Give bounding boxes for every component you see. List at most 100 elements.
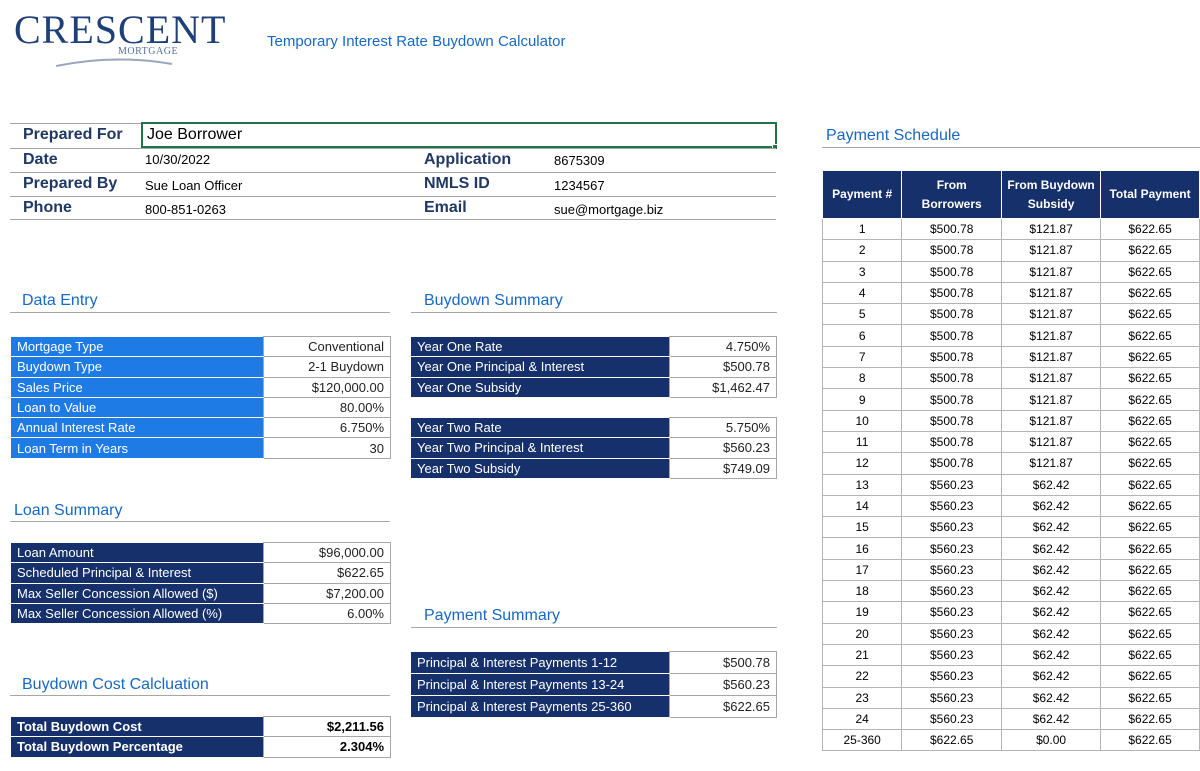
table-cell: $560.23 bbox=[901, 473, 1003, 496]
buydown-type-input[interactable]: 2-1 Buydown bbox=[262, 356, 391, 378]
table-row: Sales Price $120,000.00 bbox=[11, 376, 391, 398]
payment-summary-table: Principal & Interest Payments 1-12 $500.7… bbox=[411, 651, 777, 718]
buydown-cost-label: Total Buydown Percentage bbox=[11, 736, 263, 758]
table-cell: $622.65 bbox=[1100, 665, 1200, 688]
column-header: Payment # bbox=[821, 170, 903, 219]
table-cell: 19 bbox=[821, 601, 903, 624]
email-value[interactable]: sue@mortgage.biz bbox=[554, 202, 664, 217]
logo-wordmark: CRESCENT bbox=[14, 7, 227, 52]
table-row: 18 $560.23 $62.42 $622.65 bbox=[821, 580, 1200, 603]
table-row: 24 $560.23 $62.42 $622.65 bbox=[821, 707, 1200, 731]
table-cell: 25-360 bbox=[821, 729, 903, 752]
table-row: Max Seller Concession Allowed ($) $7,200.… bbox=[11, 582, 391, 604]
table-cell: $622.65 bbox=[1100, 239, 1200, 262]
table-cell: 7 bbox=[821, 345, 903, 369]
nmls-value[interactable]: 1234567 bbox=[554, 178, 605, 193]
table-cell: 4 bbox=[821, 281, 903, 305]
table-cell: $622.65 bbox=[1100, 388, 1200, 411]
section-rule bbox=[10, 521, 390, 522]
payment-schedule-title: Payment Schedule bbox=[826, 127, 961, 144]
logo-swoosh-icon bbox=[55, 58, 173, 67]
table-row: 7 $500.78 $121.87 $622.65 bbox=[821, 345, 1200, 369]
column-header: From Borrowers bbox=[901, 170, 1003, 219]
table-cell: $500.78 bbox=[901, 452, 1003, 475]
application-value[interactable]: 8675309 bbox=[554, 153, 605, 168]
table-row: Year One Subsidy $1,462.47 bbox=[411, 376, 777, 398]
table-cell: 12 bbox=[821, 452, 903, 475]
summary-value: $749.09 bbox=[668, 457, 777, 479]
phone-label: Phone bbox=[23, 199, 72, 216]
table-cell: 14 bbox=[821, 494, 903, 518]
table-cell: $62.42 bbox=[1001, 686, 1102, 709]
buydown-cost-label: Total Buydown Cost bbox=[11, 716, 263, 738]
section-rule bbox=[822, 147, 1200, 148]
table-cell: $121.87 bbox=[1001, 260, 1102, 283]
interest-rate-input[interactable]: 6.750% bbox=[262, 417, 391, 439]
data-entry-label: Buydown Type bbox=[11, 356, 263, 378]
table-row: 22 $560.23 $62.42 $622.65 bbox=[821, 665, 1200, 688]
email-label: Email bbox=[424, 199, 467, 216]
table-cell: $62.42 bbox=[1001, 473, 1102, 496]
table-cell: $560.23 bbox=[901, 643, 1003, 667]
table-cell: $121.87 bbox=[1001, 367, 1102, 390]
cell-fill-handle[interactable] bbox=[772, 144, 778, 150]
table-header-row: Payment # From Borrowers From Buydown Su… bbox=[821, 170, 1200, 219]
table-cell: $500.78 bbox=[901, 239, 1003, 262]
table-cell: $560.23 bbox=[901, 558, 1003, 582]
table-cell: $500.78 bbox=[901, 388, 1003, 411]
summary-value: $500.78 bbox=[668, 356, 777, 378]
table-cell: $121.87 bbox=[1001, 239, 1102, 262]
prepared-for-input[interactable]: Joe Borrower bbox=[141, 122, 777, 148]
table-cell: 22 bbox=[821, 665, 903, 688]
sales-price-input[interactable]: $120,000.00 bbox=[262, 376, 391, 398]
table-row: 15 $560.23 $62.42 $622.65 bbox=[821, 516, 1200, 539]
table-cell: $0.00 bbox=[1001, 729, 1102, 752]
table-cell: $121.87 bbox=[1001, 324, 1102, 347]
data-entry-table: Mortgage Type Conventional Buydown Type 2-… bbox=[11, 335, 391, 459]
loan-summary-label: Loan Amount bbox=[11, 542, 263, 564]
table-row: 2 $500.78 $121.87 $622.65 bbox=[821, 239, 1200, 262]
section-rule bbox=[411, 627, 777, 628]
table-row: 16 $560.23 $62.42 $622.65 bbox=[821, 537, 1200, 560]
table-cell: $622.65 bbox=[1100, 558, 1200, 582]
table-row: Year One Rate 4.750% bbox=[411, 335, 777, 358]
prepared-for-label: Prepared For bbox=[23, 126, 123, 143]
table-cell: $62.42 bbox=[1001, 516, 1102, 539]
table-cell: 1 bbox=[821, 217, 903, 241]
section-rule bbox=[411, 312, 777, 313]
table-row: 3 $500.78 $121.87 $622.65 bbox=[821, 260, 1200, 283]
loan-summary-table: Loan Amount $96,000.00 Scheduled Principa… bbox=[11, 541, 391, 625]
payment-summary-label: Principal & Interest Payments 1-12 bbox=[411, 651, 669, 674]
table-row: Scheduled Principal & Interest $622.65 bbox=[11, 562, 391, 584]
column-header: Total Payment bbox=[1100, 170, 1200, 219]
table-cell: $560.23 bbox=[901, 537, 1003, 560]
table-cell: 16 bbox=[821, 537, 903, 560]
table-cell: $62.42 bbox=[1001, 665, 1102, 688]
table-cell: $62.42 bbox=[1001, 622, 1102, 645]
table-row: 8 $500.78 $121.87 $622.65 bbox=[821, 367, 1200, 390]
table-cell: $121.87 bbox=[1001, 409, 1102, 432]
section-rule bbox=[10, 695, 390, 696]
payment-summary-label: Principal & Interest Payments 25-360 bbox=[411, 695, 669, 718]
table-cell: $622.65 bbox=[1100, 367, 1200, 390]
table-cell: $500.78 bbox=[901, 409, 1003, 432]
table-cell: $560.23 bbox=[901, 494, 1003, 518]
table-cell: 17 bbox=[821, 558, 903, 582]
ltv-input[interactable]: 80.00% bbox=[262, 396, 391, 419]
table-row: Annual Interest Rate 6.750% bbox=[11, 417, 391, 439]
loan-summary-label: Scheduled Principal & Interest bbox=[11, 562, 263, 584]
data-entry-label: Sales Price bbox=[11, 377, 263, 398]
loan-term-input[interactable]: 30 bbox=[262, 437, 391, 459]
data-entry-title: Data Entry bbox=[22, 292, 98, 309]
table-cell: $622.65 bbox=[1100, 281, 1200, 305]
table-cell: $121.87 bbox=[1001, 452, 1102, 475]
table-cell: $121.87 bbox=[1001, 303, 1102, 326]
table-cell: $500.78 bbox=[901, 217, 1003, 241]
phone-value[interactable]: 800-851-0263 bbox=[145, 202, 226, 217]
prepared-by-value[interactable]: Sue Loan Officer bbox=[145, 178, 243, 193]
table-cell: 15 bbox=[821, 516, 903, 539]
date-value[interactable]: 10/30/2022 bbox=[145, 152, 211, 167]
table-cell: $121.87 bbox=[1001, 281, 1102, 305]
mortgage-type-input[interactable]: Conventional bbox=[262, 335, 391, 358]
data-entry-label: Loan to Value bbox=[11, 397, 263, 419]
